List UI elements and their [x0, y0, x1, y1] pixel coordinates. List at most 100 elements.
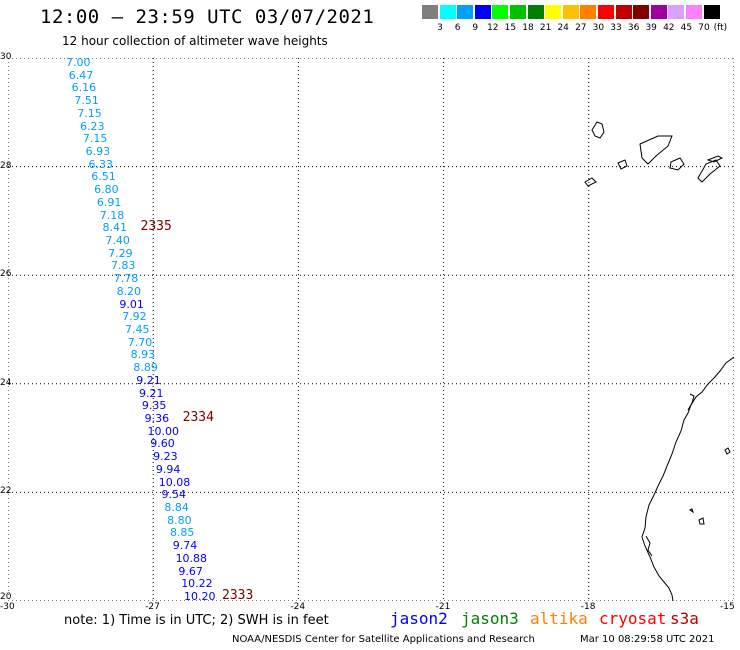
footnote: note: 1) Time is in UTC; 2) SWH is in fe… — [64, 613, 329, 628]
wave-height-value: 7.83 — [110, 259, 136, 273]
cap-blanc — [645, 535, 653, 557]
legend-label: 9 — [472, 23, 479, 33]
wave-height-value: 9.74 — [172, 539, 198, 553]
tenerife-island — [639, 135, 673, 165]
latitude-label: 28 — [0, 160, 12, 171]
wave-height-value: 7.45 — [125, 323, 150, 336]
latitude-label: 20 — [0, 592, 12, 602]
legend-label: 36 — [627, 23, 640, 33]
wave-height-value: 6.23 — [80, 119, 105, 133]
legend-label: 27 — [575, 23, 587, 33]
legend-swatch — [422, 5, 439, 19]
legend-label: 6 — [454, 23, 461, 33]
wave-height-value: 8.20 — [116, 284, 142, 298]
legend-swatch — [598, 5, 615, 19]
legend-swatch — [650, 5, 668, 19]
small-islet-1 — [724, 447, 731, 455]
wave-height-value: 7.00 — [66, 56, 91, 69]
longitude-label: -15 — [720, 602, 735, 612]
latitude-label: 24 — [0, 377, 12, 388]
wave-height-value: 8.84 — [164, 501, 189, 514]
map-subtitle: 12 hour collection of altimeter wave hei… — [62, 34, 328, 48]
wave-height-value: 10.20 — [184, 590, 216, 603]
legend-label: 30 — [592, 23, 605, 33]
legend-label: 15 — [504, 23, 517, 33]
credit-line: NOAA/NESDIS Center for Satellite Applica… — [232, 634, 535, 645]
wave-height-value: 9.23 — [153, 450, 178, 464]
legend-label: 45 — [680, 23, 693, 33]
lat-lon-grid — [8, 58, 734, 601]
satellite-name: jason3 — [461, 609, 519, 628]
wave-height-value: 8.41 — [102, 221, 128, 235]
legend-label: 21 — [539, 23, 552, 33]
legend-swatch — [615, 5, 633, 19]
wave-height-value: 6.93 — [85, 145, 111, 158]
legend-label: 70 — [698, 23, 710, 33]
gran-canaria-island — [669, 157, 685, 171]
legend-label: 39 — [645, 23, 657, 33]
latitude-label: 26 — [0, 269, 12, 280]
wave-height-value: 6.16 — [71, 81, 97, 95]
legend-swatch — [527, 5, 545, 19]
wave-height-value: 9.21 — [139, 386, 164, 400]
small-islet-3 — [689, 508, 694, 514]
longitude-label: -24 — [290, 602, 306, 612]
satellite-name: s3a — [670, 609, 699, 628]
wave-height-value: 10.88 — [175, 551, 208, 565]
wave-height-value: 9.60 — [150, 437, 175, 451]
wave-height-value: 8.89 — [133, 361, 158, 375]
wave-height-value: 7.15 — [77, 106, 102, 120]
latitude-label: 30 — [0, 52, 12, 62]
pass-time-label: 2334 — [182, 410, 214, 425]
legend-label: 18 — [522, 23, 534, 33]
wave-height-value: 10.00 — [147, 424, 179, 438]
hierro-island — [584, 177, 597, 187]
longitude-label: -30 — [0, 602, 15, 612]
legend-swatch — [562, 5, 580, 19]
wave-height-value: 8.80 — [167, 513, 192, 527]
wave-height-value: 7.29 — [108, 246, 133, 260]
legend-swatch — [510, 5, 527, 19]
legend-label: 3 — [437, 23, 443, 33]
pass-time-label: 2333 — [222, 588, 254, 603]
legend-label: 24 — [557, 23, 569, 33]
legend-label: 12 — [487, 23, 499, 33]
small-islet-2 — [698, 517, 705, 525]
satellite-name: cryosat — [599, 609, 667, 628]
legend-label: 42 — [663, 23, 675, 33]
la-palma-island — [591, 121, 605, 139]
legend-unit: (ft) — [713, 23, 728, 33]
map-plot-area — [8, 58, 734, 601]
satellite-name: altika — [530, 609, 588, 628]
wave-height-value: 7.15 — [82, 132, 108, 146]
legend-swatch — [580, 5, 598, 19]
longitude-label: -21 — [435, 602, 451, 612]
wave-height-value: 6.80 — [94, 183, 119, 197]
dakhla-peninsula — [687, 393, 695, 411]
wave-height-value: 6.47 — [68, 68, 94, 82]
wave-height-value: 9.36 — [144, 412, 170, 425]
satellite-name: jason2 — [390, 609, 448, 628]
wave-height-value: 9.67 — [178, 564, 203, 578]
wave-height-value: 7.78 — [113, 272, 139, 286]
wave-height-value: 7.40 — [105, 234, 130, 247]
legend-swatch — [474, 5, 492, 19]
legend-swatch — [439, 5, 457, 19]
wave-height-value: 10.08 — [158, 475, 191, 489]
wave-height-value: 8.85 — [169, 526, 195, 540]
legend-swatch — [633, 5, 651, 19]
legend-swatch — [457, 5, 475, 19]
legend-swatch — [492, 5, 510, 19]
africa-coastline — [641, 356, 734, 601]
wave-height-value: 9.35 — [141, 399, 167, 413]
lanzarote-island — [706, 155, 724, 163]
wave-height-value: 7.18 — [99, 208, 125, 222]
wave-height-value: 6.33 — [88, 157, 113, 171]
wave-height-value: 8.93 — [130, 348, 156, 362]
legend-label: 33 — [610, 23, 622, 33]
generation-timestamp: Mar 10 08:29:58 UTC 2021 — [580, 634, 715, 645]
ocean-background — [8, 58, 734, 601]
coastline — [584, 121, 734, 601]
wave-height-value: 9.54 — [161, 488, 187, 502]
